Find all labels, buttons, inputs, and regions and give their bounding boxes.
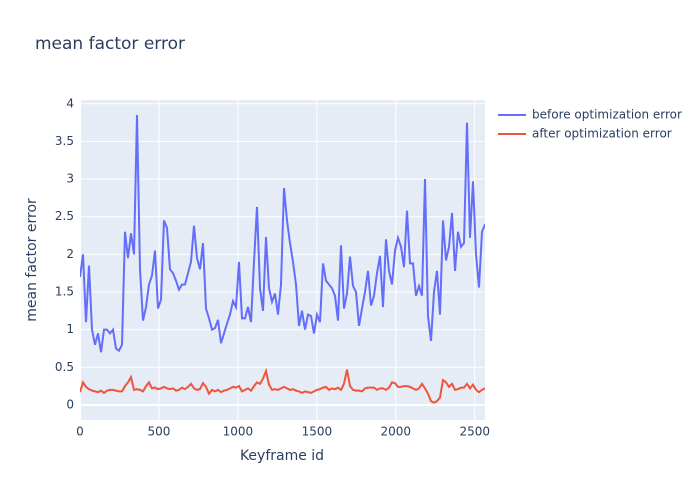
x-tick-label: 2000	[381, 425, 412, 439]
x-tick-label: 500	[147, 425, 170, 439]
y-tick-label: 0	[66, 397, 74, 411]
x-tick-label: 0	[76, 425, 84, 439]
x-tick-label: 1500	[302, 425, 333, 439]
lines	[80, 115, 485, 404]
y-tick-label: 1.5	[55, 285, 74, 299]
legend-label: after optimization error	[532, 127, 672, 141]
line-series	[80, 115, 485, 353]
x-axis-title: Keyframe id	[240, 448, 324, 464]
y-axis-title: mean factor error	[24, 198, 40, 322]
y-tick-label: 3.5	[55, 134, 74, 148]
chart-title: mean factor error	[35, 34, 185, 54]
grid	[79, 100, 485, 420]
legend-label: before optimization error	[532, 108, 682, 122]
y-tick-label: 0.5	[55, 360, 74, 374]
y-tick-label: 2	[66, 247, 74, 261]
x-tick-label: 2500	[459, 425, 490, 439]
x-tick-label: 1000	[223, 425, 254, 439]
y-tick-label: 4	[66, 96, 74, 110]
legend: before optimization error after optimizat…	[498, 108, 682, 141]
y-tick-label: 2.5	[55, 209, 74, 223]
y-tick-label: 3	[66, 172, 74, 186]
y-tick-label: 1	[66, 322, 74, 336]
line-series	[80, 367, 485, 404]
